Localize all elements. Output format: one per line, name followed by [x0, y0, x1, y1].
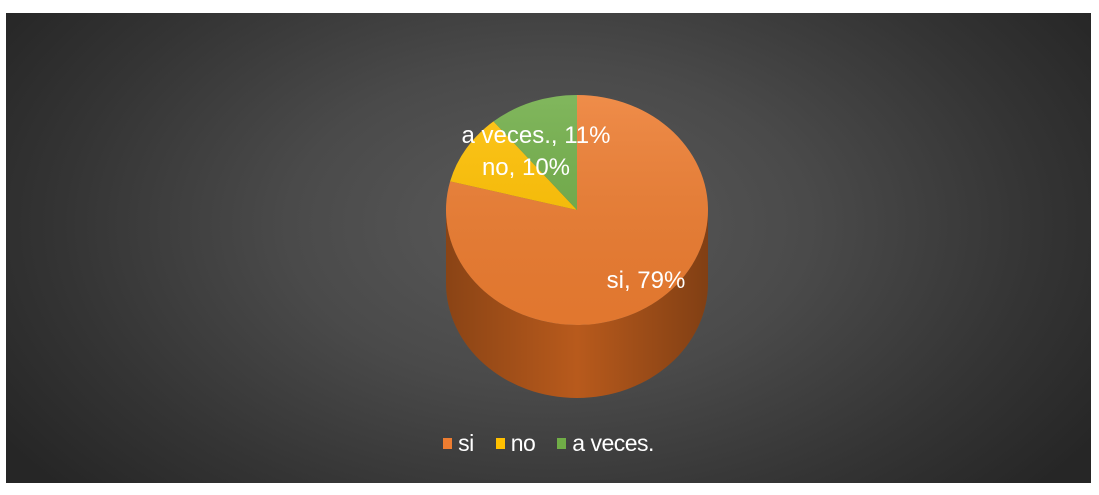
legend-swatch-si [443, 437, 453, 449]
data-label-si: si, 79% [607, 267, 686, 294]
legend-label-a-veces: a veces. [572, 429, 654, 456]
legend-entry-si: si [443, 430, 474, 457]
pie-sides [446, 210, 708, 398]
legend-swatch-a-veces [557, 437, 567, 449]
legend-entry-a-veces: a veces. [557, 430, 654, 457]
pie-top-gloss [446, 95, 708, 325]
pie-data-labels: si, 79% no, 10% a veces., 11% [462, 122, 686, 294]
legend-entry-no: no [495, 429, 536, 457]
data-label-a-veces: a veces., 11% [462, 122, 611, 149]
pie-slices [446, 95, 708, 325]
pie-side-shade [446, 210, 708, 398]
legend: si no a veces. [6, 423, 1091, 463]
data-label-no: no, 10% [482, 154, 570, 181]
legend-swatch-no [495, 437, 505, 449]
legend-label-no: no [510, 429, 536, 456]
pie-chart: si, 79% no, 10% a veces., 11% [446, 95, 708, 398]
chart-panel: si, 79% no, 10% a veces., 11% si no a vece… [6, 13, 1091, 483]
legend-label-si: si [458, 429, 474, 456]
